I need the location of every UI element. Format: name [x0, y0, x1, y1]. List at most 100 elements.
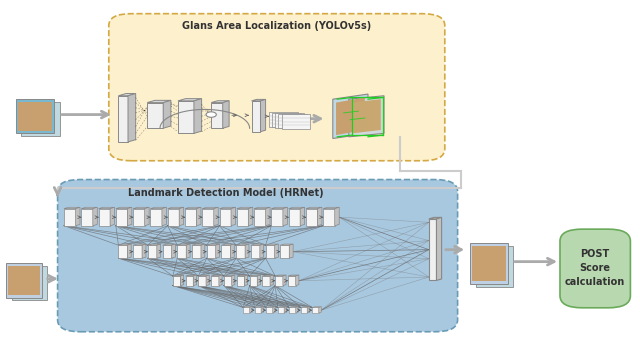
Polygon shape [163, 245, 172, 258]
Polygon shape [180, 275, 184, 286]
Polygon shape [257, 275, 260, 286]
Polygon shape [266, 307, 273, 313]
Polygon shape [284, 307, 287, 313]
Polygon shape [260, 100, 266, 132]
Polygon shape [275, 276, 283, 286]
Polygon shape [252, 100, 266, 101]
Polygon shape [207, 244, 220, 245]
Polygon shape [278, 307, 284, 313]
Polygon shape [306, 207, 322, 209]
Polygon shape [186, 275, 196, 276]
Polygon shape [118, 245, 127, 258]
Polygon shape [173, 275, 184, 276]
Polygon shape [323, 207, 339, 209]
Polygon shape [306, 209, 317, 226]
Polygon shape [21, 102, 60, 136]
Polygon shape [336, 97, 365, 135]
Polygon shape [76, 207, 80, 226]
Polygon shape [193, 275, 196, 286]
Polygon shape [288, 275, 299, 276]
Polygon shape [289, 244, 293, 258]
Polygon shape [261, 307, 264, 313]
Circle shape [206, 112, 216, 117]
Polygon shape [64, 209, 76, 226]
Polygon shape [150, 207, 166, 209]
Polygon shape [178, 98, 202, 101]
Polygon shape [275, 275, 286, 276]
Polygon shape [335, 207, 339, 226]
Polygon shape [99, 209, 110, 226]
Polygon shape [116, 209, 127, 226]
Bar [472, 246, 506, 281]
Polygon shape [266, 244, 278, 245]
Polygon shape [301, 307, 307, 313]
Polygon shape [163, 244, 175, 245]
Polygon shape [81, 207, 97, 209]
Polygon shape [220, 207, 236, 209]
Polygon shape [436, 218, 442, 280]
FancyBboxPatch shape [560, 229, 630, 308]
Polygon shape [283, 207, 287, 226]
Polygon shape [64, 207, 80, 209]
Polygon shape [221, 245, 230, 258]
Bar [282, 114, 310, 129]
Polygon shape [300, 207, 305, 226]
Polygon shape [252, 101, 260, 132]
Polygon shape [260, 244, 264, 258]
Polygon shape [271, 209, 283, 226]
Polygon shape [211, 103, 223, 128]
FancyBboxPatch shape [109, 14, 445, 161]
Polygon shape [81, 209, 93, 226]
Text: POST
Score
calculation: POST Score calculation [565, 249, 625, 288]
Polygon shape [185, 209, 196, 226]
Polygon shape [148, 245, 157, 258]
Polygon shape [254, 207, 270, 209]
Polygon shape [201, 244, 205, 258]
Polygon shape [245, 244, 249, 258]
Polygon shape [177, 244, 190, 245]
Polygon shape [185, 207, 201, 209]
Polygon shape [127, 244, 131, 258]
Polygon shape [271, 207, 287, 209]
Polygon shape [476, 246, 513, 287]
Text: Landmark Detection Model (HRNet): Landmark Detection Model (HRNet) [128, 188, 323, 198]
Polygon shape [206, 275, 209, 286]
Polygon shape [307, 307, 310, 313]
Polygon shape [288, 276, 296, 286]
Polygon shape [275, 244, 278, 258]
Bar [8, 266, 40, 295]
Bar [269, 112, 298, 127]
Polygon shape [142, 244, 146, 258]
Polygon shape [296, 275, 299, 286]
Polygon shape [262, 276, 270, 286]
Polygon shape [202, 209, 214, 226]
Polygon shape [236, 244, 249, 245]
Polygon shape [224, 275, 235, 276]
Polygon shape [16, 99, 54, 133]
Polygon shape [186, 244, 190, 258]
Polygon shape [221, 244, 234, 245]
Polygon shape [133, 244, 146, 245]
Polygon shape [231, 207, 236, 226]
Polygon shape [266, 245, 275, 258]
Polygon shape [93, 207, 97, 226]
Polygon shape [186, 276, 193, 286]
Bar [278, 114, 307, 128]
Polygon shape [128, 93, 136, 142]
Polygon shape [289, 307, 296, 313]
Polygon shape [133, 209, 145, 226]
Polygon shape [198, 275, 209, 276]
Polygon shape [232, 275, 235, 286]
Polygon shape [244, 275, 248, 286]
Polygon shape [194, 98, 202, 133]
Polygon shape [255, 307, 261, 313]
Polygon shape [148, 244, 161, 245]
Polygon shape [99, 207, 115, 209]
Polygon shape [470, 243, 508, 284]
Polygon shape [237, 275, 248, 276]
Polygon shape [168, 209, 179, 226]
Polygon shape [214, 207, 218, 226]
Polygon shape [178, 101, 194, 133]
Bar [275, 113, 304, 128]
Polygon shape [429, 219, 436, 280]
